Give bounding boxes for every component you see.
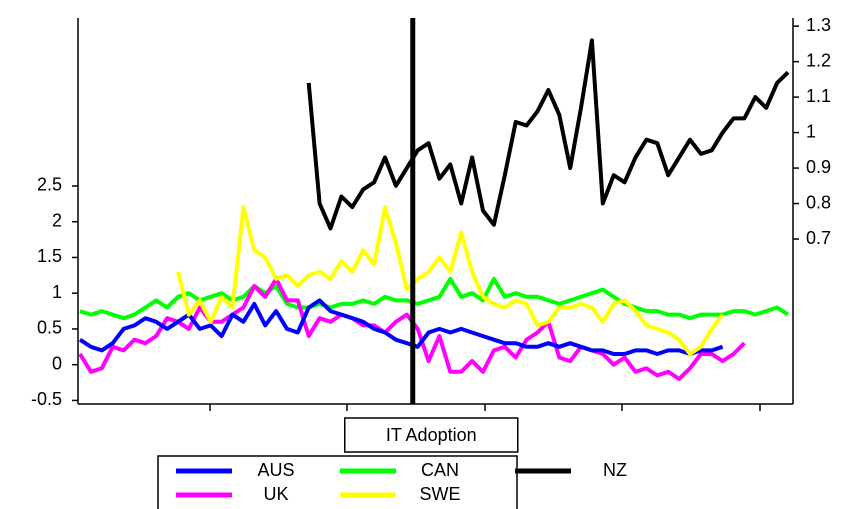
x-ticks bbox=[209, 404, 761, 411]
y-tick-label: -0.5 bbox=[31, 389, 62, 409]
y-tick-label: 1.5 bbox=[37, 246, 62, 266]
legend-label: UK bbox=[263, 484, 288, 504]
y2-tick-label: 0.7 bbox=[806, 228, 831, 248]
y-tick-label: 0 bbox=[52, 353, 62, 373]
annotation-box bbox=[344, 417, 519, 453]
y-tick-label: 0.5 bbox=[37, 318, 62, 338]
legend-label: NZ bbox=[603, 460, 627, 480]
y2-tick-label: 0.9 bbox=[806, 157, 831, 177]
legend-box bbox=[157, 455, 518, 509]
series-line bbox=[306, 38, 790, 231]
legend-label: AUS bbox=[257, 460, 294, 480]
y2-tick-label: 1.2 bbox=[806, 50, 831, 70]
y2-tick-label: 0.8 bbox=[806, 192, 831, 212]
series-line bbox=[176, 205, 725, 356]
series-line bbox=[78, 298, 724, 356]
annotation-label: IT Adoption bbox=[386, 425, 477, 445]
legend-label: CAN bbox=[421, 460, 459, 480]
y2-tick-label: 1.1 bbox=[806, 86, 831, 106]
y-tick-label: 1 bbox=[52, 282, 62, 302]
y2-tick-label: 1 bbox=[806, 121, 816, 141]
series-line bbox=[79, 276, 790, 321]
y-tick-label: 2.5 bbox=[37, 175, 62, 195]
legend-label: SWE bbox=[419, 484, 460, 504]
y2-tick-label: 1.3 bbox=[806, 15, 831, 35]
y-tick-label: 2 bbox=[52, 210, 62, 230]
